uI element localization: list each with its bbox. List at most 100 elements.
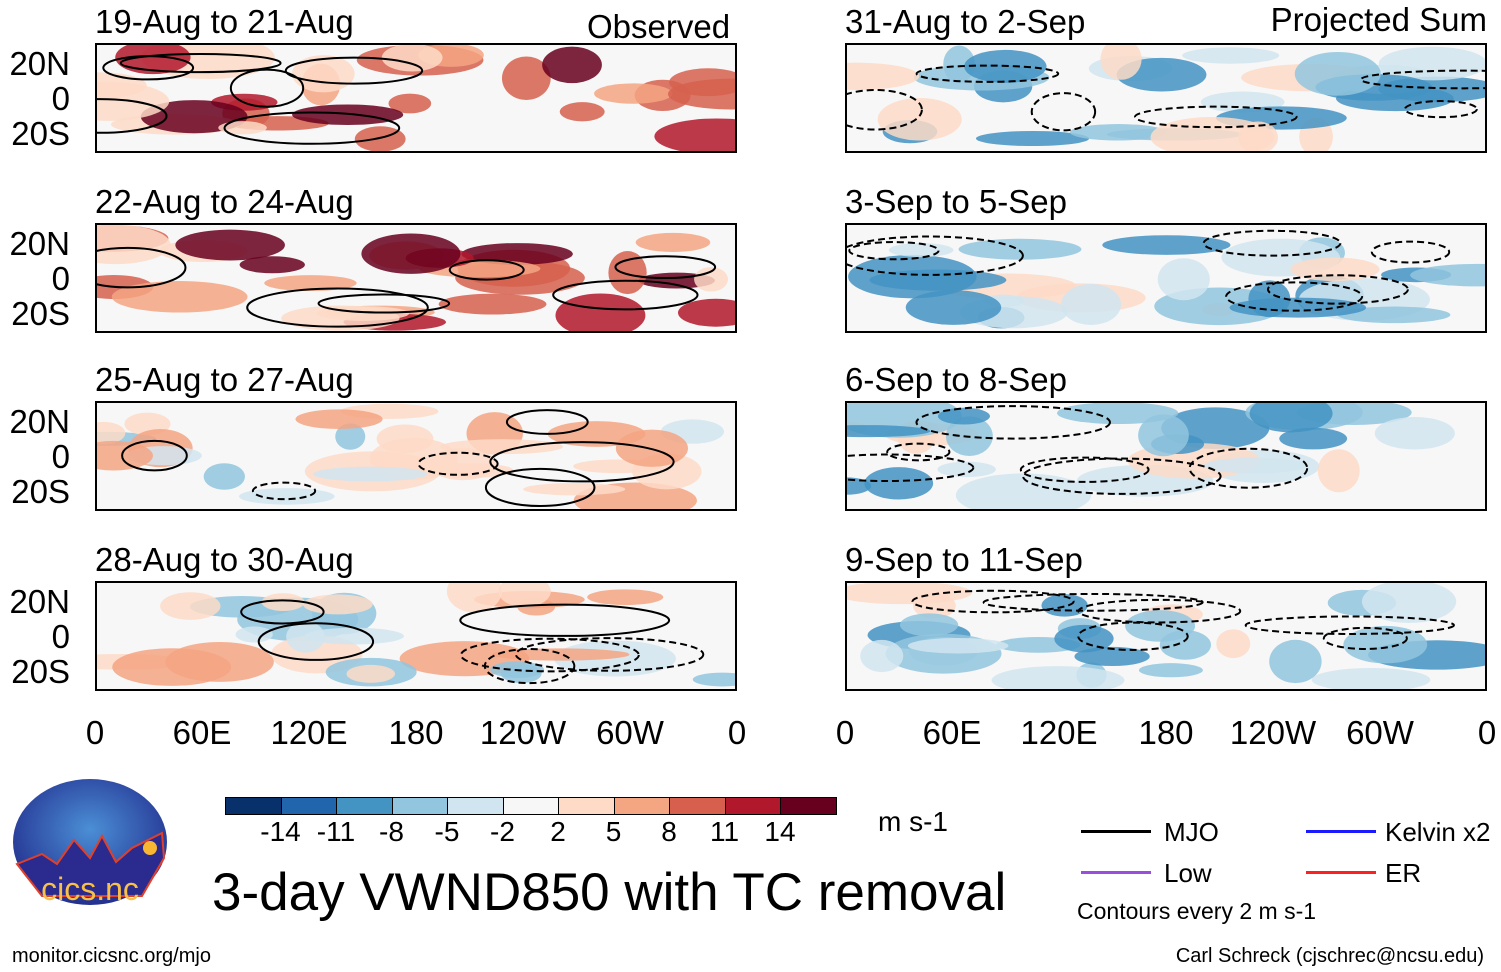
anomaly-shading: [335, 423, 366, 450]
mjo-contour: [1022, 457, 1222, 495]
anomaly-shading: [1138, 414, 1189, 457]
anomaly-shading: [594, 83, 673, 104]
lat-label: 0: [51, 618, 70, 655]
anomaly-shading: [491, 648, 630, 661]
mjo-contour: [514, 637, 705, 672]
mjo-contour: [251, 481, 317, 501]
lat-label: 20S: [11, 295, 70, 332]
anomaly-shading: [388, 93, 432, 114]
panel-frame: [95, 401, 737, 511]
anomaly-shading: [438, 293, 547, 315]
panel-frame: [845, 401, 1487, 511]
anomaly-shading: [958, 238, 1082, 260]
anomaly-shading: [1056, 402, 1179, 425]
mjo-contour: [1077, 598, 1242, 624]
anomaly-shading: [1317, 449, 1360, 493]
lat-label: 20S: [11, 653, 70, 690]
mjo-contour: [417, 451, 499, 476]
mjo-contour: [257, 622, 375, 661]
anomaly-map-panel: [845, 43, 1487, 153]
panel-frame: [845, 223, 1487, 333]
anomaly-shading: [1069, 124, 1167, 141]
mjo-contour: [1244, 615, 1455, 635]
anomaly-shading: [1374, 417, 1455, 450]
colorbar-label: 11: [709, 816, 740, 847]
anomaly-shading: [1290, 257, 1380, 282]
lat-label: 0: [51, 260, 70, 297]
panel-title: 9-Sep to 11-Sep: [845, 541, 1083, 578]
anomaly-shading: [239, 256, 305, 274]
mjo-contour: [1359, 69, 1487, 90]
contour-note: Contours every 2 m s-1: [1077, 898, 1317, 924]
panel-title: 19-Aug to 21-Aug: [95, 3, 354, 40]
lon-label: 180: [1138, 714, 1194, 751]
mjo-contour: [119, 53, 282, 74]
legend-line-low: [1081, 871, 1151, 874]
anomaly-shading: [888, 243, 954, 258]
mjo-contour: [886, 442, 951, 462]
anomaly-shading: [381, 43, 443, 72]
anomaly-shading: [264, 275, 357, 292]
panel-frame: [845, 43, 1487, 153]
anomaly-shading: [955, 473, 1092, 511]
anomaly-shading: [654, 118, 737, 153]
anomaly-map-panel: [95, 43, 737, 153]
lon-label: 60W: [596, 714, 664, 751]
mjo-contour: [1133, 105, 1298, 129]
anomaly-shading: [428, 448, 497, 481]
panel-title: 28-Aug to 30-Aug: [95, 541, 354, 578]
mjo-contour: [1403, 100, 1478, 119]
lon-label: 120W: [479, 714, 567, 751]
anomaly-shading: [175, 229, 285, 261]
anomaly-shading: [1216, 629, 1251, 659]
mjo-contour: [1322, 626, 1408, 650]
lon-label: 180: [388, 714, 444, 751]
anomaly-shading: [501, 56, 551, 101]
mjo-contour: [240, 599, 325, 625]
legend-line-mjo: [1081, 830, 1151, 833]
anomaly-shading: [361, 233, 461, 274]
projected-label: Projected Sum: [1270, 1, 1487, 38]
anomaly-shading: [845, 62, 920, 90]
anomaly-shading: [860, 639, 904, 673]
lat-label: 20S: [11, 115, 70, 152]
lon-label: 120E: [1020, 714, 1098, 751]
anomaly-shading: [877, 98, 962, 141]
mjo-contour: [284, 56, 424, 85]
anomaly-shading: [937, 461, 996, 478]
mjo-contour: [915, 64, 1060, 83]
lon-label: 0: [835, 714, 855, 751]
anomaly-shading: [678, 298, 737, 327]
anomaly-shading: [1102, 235, 1231, 255]
anomaly-map-panel: [845, 401, 1487, 511]
anomaly-shading: [304, 627, 404, 645]
lat-label: 20N: [9, 583, 70, 620]
anomaly-shading: [864, 467, 934, 500]
anomaly-shading: [1343, 625, 1428, 664]
anomaly-shading: [1337, 306, 1451, 324]
cicsnc-logo: cics.nc: [13, 779, 167, 906]
mjo-contour: [229, 68, 305, 108]
mjo-contour: [489, 441, 675, 483]
mjo-contour: [1030, 92, 1097, 132]
lat-label: 20N: [9, 45, 70, 82]
mjo-contour: [223, 111, 401, 145]
anomaly-shading: [1410, 263, 1487, 287]
anomaly-shading: [1157, 258, 1210, 301]
anomaly-shading: [95, 440, 153, 471]
anomaly-shading: [1203, 457, 1307, 474]
mjo-contour: [95, 246, 187, 289]
mjo-contour: [121, 439, 188, 472]
colorbar-label: 14: [764, 816, 796, 847]
colorbar-swatch: [558, 797, 615, 815]
colorbar-label: -11: [316, 816, 356, 847]
mjo-contour: [1077, 621, 1189, 651]
legend-label-kelvin: Kelvin x2: [1385, 817, 1491, 847]
anomaly-shading: [292, 55, 355, 93]
logo-text: cics.nc: [41, 871, 139, 906]
anomaly-shading: [354, 126, 406, 152]
mjo-contour: [317, 293, 451, 314]
anomaly-shading: [440, 439, 564, 455]
panel-title: 22-Aug to 24-Aug: [95, 183, 354, 220]
anomaly-shading: [845, 425, 931, 438]
